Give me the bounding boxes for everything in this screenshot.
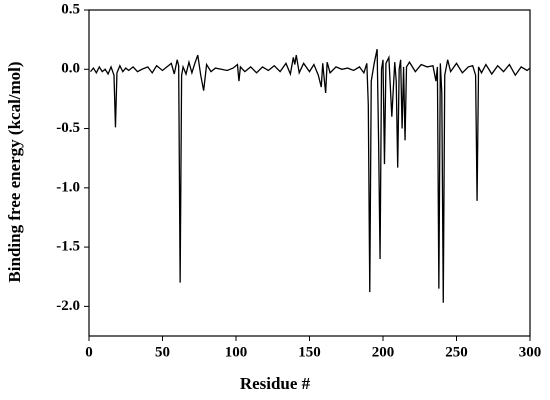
y-tick-label: -1.5	[56, 239, 80, 255]
data-line	[89, 48, 531, 303]
x-tick-label: 200	[372, 344, 395, 360]
x-tick-label: 0	[85, 344, 93, 360]
y-tick-label: 0.0	[61, 61, 80, 77]
x-tick-label: 50	[155, 344, 170, 360]
plot-frame	[88, 9, 531, 337]
x-tick-label: 250	[445, 344, 468, 360]
y-tick-label: 0.5	[61, 1, 80, 17]
y-axis-label: Binding free energy (kcal/mol)	[5, 61, 24, 282]
x-tick-label: 100	[225, 344, 248, 360]
y-tick-label: -0.5	[56, 120, 80, 136]
x-tick-label: 150	[298, 344, 321, 360]
y-tick-label: -1.0	[56, 179, 80, 195]
x-axis-label: Residue #	[240, 374, 311, 393]
y-tick-label: -2.0	[56, 298, 80, 314]
x-tick-label: 300	[519, 344, 542, 360]
